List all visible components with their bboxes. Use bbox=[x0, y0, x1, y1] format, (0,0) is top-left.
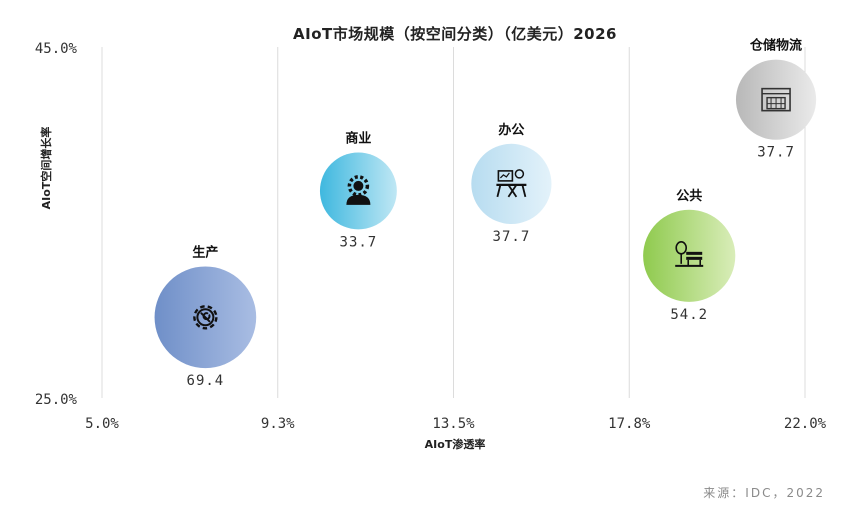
x-axis-ticks: 5.0% 9.3% 13.5% 17.8% 22.0% bbox=[85, 416, 826, 432]
desk-presentation-icon bbox=[496, 169, 527, 198]
bubble-value-label: 37.7 bbox=[493, 229, 531, 245]
bubble-3: 办公 37.7 bbox=[471, 122, 552, 245]
chart-title: AIoT市场规模（按空间分类）（亿美元）2026 bbox=[293, 25, 617, 43]
bubble-category-label: 仓储物流 bbox=[749, 38, 802, 54]
x-tick-label: 5.0% bbox=[85, 416, 119, 432]
bubble-value-label: 33.7 bbox=[340, 234, 378, 250]
bubble-value-label: 69.4 bbox=[187, 373, 225, 389]
bubble-value-label: 54.2 bbox=[670, 307, 708, 323]
bubble-category-label: 商业 bbox=[345, 130, 371, 146]
bubbles: 生产 69.4 商业 33.7 办公 37.7 公共 54.2 仓储物流 37.7 bbox=[154, 38, 817, 389]
gear-wrench-icon bbox=[193, 305, 218, 330]
y-axis-label: AIoT空间增长率 bbox=[39, 127, 53, 210]
y-axis-ticks: 25.0% 45.0% bbox=[35, 41, 78, 408]
bubble-value-label: 37.7 bbox=[757, 145, 795, 161]
person-gear-icon bbox=[346, 175, 371, 205]
x-axis-label: AIoT渗透率 bbox=[425, 437, 486, 451]
bubble-circle bbox=[643, 209, 736, 302]
park-bench-icon bbox=[675, 241, 704, 267]
bubble-1: 生产 69.4 bbox=[154, 244, 257, 389]
x-tick-label: 17.8% bbox=[608, 416, 651, 432]
warehouse-icon bbox=[761, 87, 791, 112]
bubble-category-label: 生产 bbox=[192, 244, 218, 260]
bubble-category-label: 公共 bbox=[676, 188, 702, 204]
x-tick-label: 9.3% bbox=[261, 416, 295, 432]
y-tick-label: 25.0% bbox=[35, 392, 78, 408]
source-note: 来源：IDC，2022 bbox=[703, 486, 825, 500]
x-tick-label: 13.5% bbox=[432, 416, 475, 432]
x-tick-label: 22.0% bbox=[784, 416, 827, 432]
bubble-2: 商业 33.7 bbox=[319, 130, 397, 250]
bubble-4: 公共 54.2 bbox=[643, 188, 736, 323]
y-tick-label: 45.0% bbox=[35, 41, 78, 57]
bubble-category-label: 办公 bbox=[498, 122, 524, 138]
bubble-5: 仓储物流 37.7 bbox=[735, 38, 817, 161]
